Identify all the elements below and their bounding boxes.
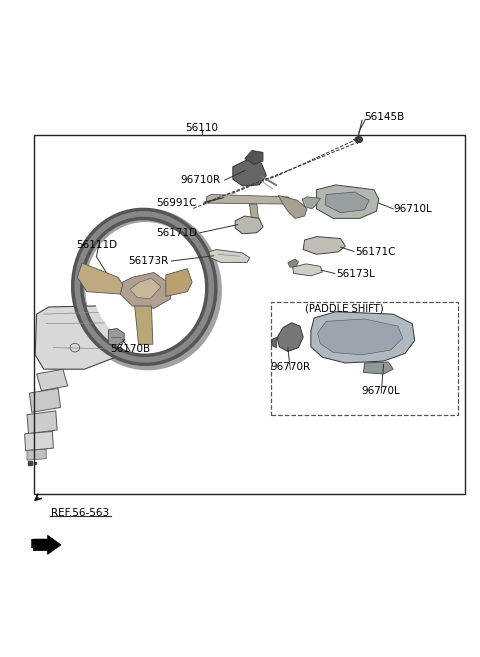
Polygon shape: [130, 279, 161, 299]
Polygon shape: [363, 362, 393, 374]
Polygon shape: [27, 411, 57, 434]
Text: 56111D: 56111D: [76, 240, 117, 250]
Text: 56173R: 56173R: [128, 256, 168, 266]
Text: 56145B: 56145B: [364, 112, 405, 122]
Text: 56110: 56110: [185, 124, 218, 133]
Polygon shape: [235, 216, 263, 234]
Text: 56171C: 56171C: [355, 247, 396, 257]
Polygon shape: [77, 263, 123, 294]
Polygon shape: [271, 337, 277, 348]
Polygon shape: [29, 388, 60, 412]
Polygon shape: [209, 250, 250, 262]
Text: 56170B: 56170B: [110, 344, 150, 354]
Polygon shape: [35, 306, 128, 369]
Text: FR.: FR.: [29, 538, 54, 551]
Polygon shape: [206, 194, 293, 204]
Polygon shape: [245, 150, 263, 164]
Text: 96710R: 96710R: [181, 175, 221, 185]
Polygon shape: [325, 192, 369, 213]
Polygon shape: [293, 264, 323, 276]
Polygon shape: [317, 185, 379, 218]
Polygon shape: [120, 273, 170, 308]
Text: 56991C: 56991C: [156, 198, 197, 208]
Text: 56171D: 56171D: [156, 228, 197, 238]
Polygon shape: [135, 306, 153, 344]
Polygon shape: [24, 432, 53, 451]
Polygon shape: [36, 369, 68, 391]
Text: (PADDLE SHIFT): (PADDLE SHIFT): [305, 304, 383, 314]
Text: REF.56-563: REF.56-563: [51, 508, 109, 518]
Text: 96770R: 96770R: [270, 362, 310, 372]
Polygon shape: [33, 535, 61, 555]
Polygon shape: [318, 319, 403, 355]
Text: 56173L: 56173L: [336, 269, 374, 279]
Polygon shape: [311, 312, 415, 363]
Polygon shape: [233, 158, 266, 186]
Polygon shape: [277, 323, 303, 351]
Polygon shape: [108, 328, 124, 345]
Polygon shape: [278, 195, 307, 218]
Polygon shape: [303, 237, 345, 254]
Polygon shape: [250, 204, 259, 224]
Polygon shape: [166, 269, 192, 296]
Polygon shape: [288, 259, 299, 267]
Text: 96770L: 96770L: [362, 386, 401, 396]
Ellipse shape: [93, 230, 196, 344]
Polygon shape: [302, 197, 321, 209]
Polygon shape: [27, 449, 46, 460]
Text: 96710L: 96710L: [393, 204, 432, 214]
